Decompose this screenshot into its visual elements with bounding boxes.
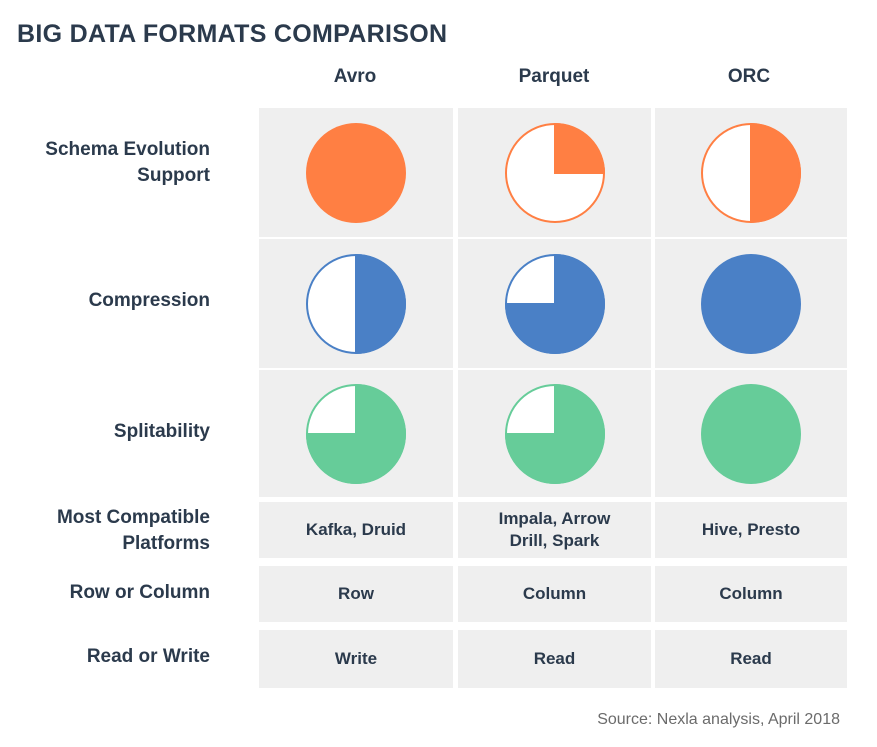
column-header-parquet: Parquet bbox=[518, 66, 590, 87]
harvey-ball bbox=[504, 253, 605, 354]
row-label-compression: Compression bbox=[88, 290, 210, 311]
cell-text: Hive, Presto bbox=[701, 520, 801, 539]
source-note: Source: Nexla analysis, April 2018 bbox=[597, 711, 840, 728]
harvey-fill bbox=[701, 383, 801, 484]
harvey-ball bbox=[701, 253, 801, 354]
harvey-ball bbox=[306, 253, 406, 354]
table-cell bbox=[458, 239, 651, 368]
harvey-ball bbox=[306, 122, 406, 223]
row-label-platforms: Most Compatible Platforms bbox=[0, 505, 210, 557]
harvey-fill bbox=[504, 383, 605, 484]
harvey-ball bbox=[701, 122, 801, 223]
cell-text: Row bbox=[338, 584, 374, 603]
cell-text: Read bbox=[533, 649, 576, 668]
table-cell: Read bbox=[655, 630, 847, 688]
harvey-fill bbox=[750, 122, 801, 223]
harvey-fill bbox=[306, 122, 406, 223]
harvey-ball bbox=[701, 383, 801, 484]
table-cell bbox=[655, 370, 847, 497]
harvey-ball bbox=[504, 122, 605, 223]
harvey-ball bbox=[305, 383, 406, 484]
table-cell: Impala, Arrow Drill, Spark bbox=[458, 502, 651, 558]
row-label-splitability: Splitability bbox=[113, 421, 210, 442]
cell-text: Kafka, Druid bbox=[305, 520, 407, 539]
table-cell: Kafka, Druid bbox=[259, 502, 453, 558]
table-cell bbox=[259, 239, 453, 368]
cell-text: Column bbox=[522, 584, 587, 603]
table-cell bbox=[655, 108, 847, 237]
harvey-fill bbox=[504, 253, 605, 354]
row-label-row-or-column: Row or Column bbox=[69, 582, 210, 603]
row-label-line: Platforms bbox=[122, 533, 210, 554]
row-label-line: Most Compatible bbox=[56, 507, 210, 528]
harvey-fill bbox=[305, 383, 406, 484]
cell-text: Impala, Arrow Drill, Spark bbox=[499, 508, 611, 552]
row-label-schema-evolution: Schema Evolution Support bbox=[0, 137, 210, 189]
harvey-fill bbox=[701, 253, 801, 354]
table-cell bbox=[259, 108, 453, 237]
table-cell bbox=[458, 108, 651, 237]
column-header-orc: ORC bbox=[727, 66, 771, 87]
table-cell: Read bbox=[458, 630, 651, 688]
row-label-line: Schema Evolution bbox=[45, 139, 210, 160]
cell-text-line: Drill, Spark bbox=[509, 531, 600, 550]
table-cell: Row bbox=[259, 566, 453, 622]
harvey-fill bbox=[355, 253, 406, 354]
table-cell bbox=[458, 370, 651, 497]
table-cell bbox=[259, 370, 453, 497]
table-cell: Hive, Presto bbox=[655, 502, 847, 558]
cell-text: Write bbox=[334, 649, 378, 668]
cell-text: Read bbox=[730, 649, 772, 668]
table-cell: Write bbox=[259, 630, 453, 688]
chart-title: BIG DATA FORMATS COMPARISON bbox=[17, 20, 448, 48]
cell-text: Column bbox=[719, 584, 783, 603]
harvey-ball bbox=[504, 383, 605, 484]
table-cell: Column bbox=[458, 566, 651, 622]
row-label-line: Support bbox=[137, 165, 210, 186]
row-label-read-or-write: Read or Write bbox=[86, 646, 210, 667]
table-cell bbox=[655, 239, 847, 368]
table-cell: Column bbox=[655, 566, 847, 622]
harvey-fill bbox=[553, 122, 605, 174]
cell-text-line: Impala, Arrow bbox=[498, 509, 611, 528]
column-header-avro: Avro bbox=[333, 66, 377, 87]
